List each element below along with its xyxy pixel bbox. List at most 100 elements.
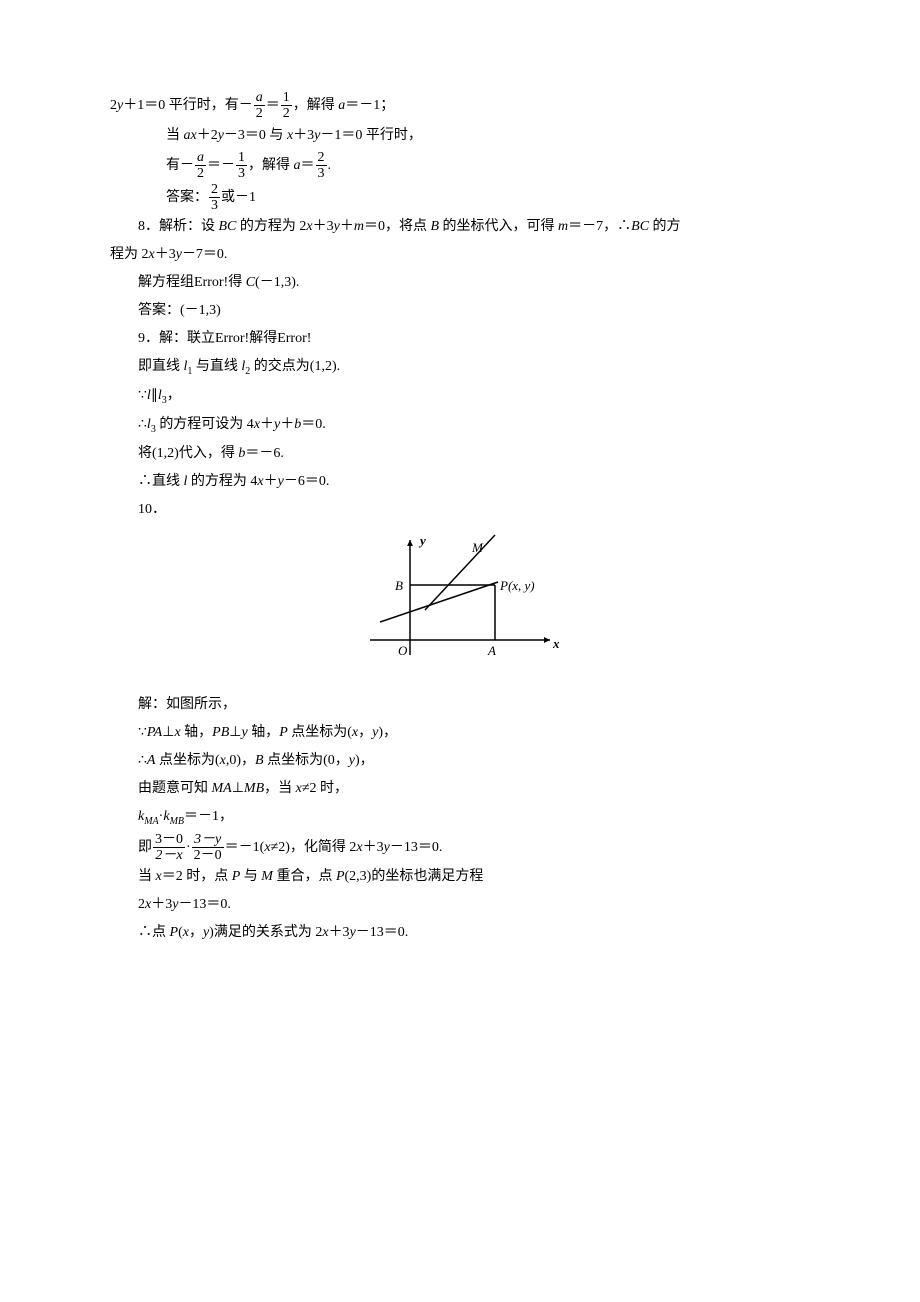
- text: ⊥: [162, 725, 174, 740]
- paragraph-line: 由题意可知 MA⊥MB，当 x≠2 时，: [110, 775, 810, 803]
- text: ∴: [138, 417, 147, 432]
- text: 与: [240, 869, 261, 884]
- text: ＝－1，: [184, 809, 233, 824]
- svg-text:A: A: [487, 643, 496, 658]
- paragraph-line: ∴直线 l 的方程为 4x＋y－6＝0.: [110, 468, 810, 496]
- text: 的方程可设为 4: [156, 417, 254, 432]
- text: ＝: [266, 98, 280, 113]
- text: ＝－1(: [225, 840, 265, 855]
- item-8: 8．解析：设 BC 的方程为 2x＋3y＋m＝0，将点 B 的坐标代入，可得 m…: [110, 213, 810, 241]
- paragraph-line: ∴点 P(x，y)满足的关系式为 2x＋3y－13＝0.: [110, 919, 810, 947]
- text: ∴直线: [138, 474, 184, 489]
- text: ＝－1；: [345, 98, 394, 113]
- var-ma: MA: [212, 781, 232, 796]
- text: 程为 2: [110, 247, 149, 262]
- text: ＝0，将点: [364, 219, 431, 234]
- text: ＋1＝0 平行时，有－: [123, 98, 253, 113]
- svg-text:y: y: [418, 533, 426, 548]
- text: －7＝0.: [182, 247, 228, 262]
- answer-line: 答案：(－1,3): [110, 297, 810, 325]
- text: 10．: [138, 502, 166, 517]
- text: ，: [358, 725, 372, 740]
- paragraph-line: 2y＋1＝0 平行时，有－a2＝12，解得 a＝－1；: [110, 90, 810, 122]
- text: ＝2 时，点: [162, 869, 232, 884]
- text: ≠2 时，: [302, 781, 348, 796]
- var-b-point: B: [430, 219, 439, 234]
- text: 由题意可知: [138, 781, 212, 796]
- var-bc: BC: [631, 219, 649, 234]
- text: 即直线: [138, 359, 184, 374]
- text: ＋: [280, 417, 294, 432]
- paragraph-line: 当 x＝2 时，点 P 与 M 重合，点 P(2,3)的坐标也满足方程: [110, 863, 810, 891]
- fraction: 3－02－x: [153, 832, 185, 864]
- text: －1＝0 平行时，: [320, 128, 422, 143]
- text: －6＝0.: [284, 474, 330, 489]
- text: ＋3: [363, 840, 384, 855]
- text: 即: [138, 840, 152, 855]
- paragraph-line: 将(1,2)代入，得 b＝－6.: [110, 440, 810, 468]
- subscript: MB: [170, 816, 184, 827]
- text: 2: [110, 98, 117, 113]
- var-m: m: [558, 219, 568, 234]
- fraction: a2: [195, 150, 206, 182]
- text: －3＝0 与: [224, 128, 287, 143]
- text: ＋3: [293, 128, 314, 143]
- var-bc: BC: [219, 219, 237, 234]
- text: 的交点为(1,2).: [250, 359, 340, 374]
- text: ＋3: [313, 219, 334, 234]
- text: ＋: [264, 474, 278, 489]
- text: 轴，: [248, 725, 280, 740]
- text: ＋: [260, 417, 274, 432]
- text: 点坐标为(: [155, 753, 219, 768]
- text: ＝－6.: [245, 446, 284, 461]
- text: ≠2)，化简得 2: [271, 840, 357, 855]
- text: 答案：(－1,3): [138, 303, 221, 318]
- text: 轴，: [181, 725, 213, 740]
- var-m: m: [354, 219, 364, 234]
- var-p: P: [232, 869, 241, 884]
- fraction: 12: [281, 90, 292, 122]
- text: ，解得: [248, 158, 294, 173]
- svg-text:O: O: [398, 643, 408, 658]
- text: ，解得: [293, 98, 339, 113]
- var-b-point: B: [255, 753, 264, 768]
- text: ⊥: [232, 781, 244, 796]
- svg-text:B: B: [395, 578, 403, 593]
- var-a: a: [294, 158, 301, 173]
- text: ＋3: [151, 897, 172, 912]
- var-m-point: M: [261, 869, 273, 884]
- fraction: 3－y2－0: [192, 832, 224, 864]
- text: ⊥: [229, 725, 241, 740]
- coordinate-figure: yxOABMP(x, y): [360, 530, 560, 670]
- svg-text:P(x, y): P(x, y): [499, 578, 535, 593]
- text: )满足的关系式为 2: [209, 925, 322, 940]
- text: 有－: [166, 158, 194, 173]
- text: ＋3: [155, 247, 176, 262]
- page: 2y＋1＝0 平行时，有－a2＝12，解得 a＝－1； 当 ax＋2y－3＝0 …: [0, 0, 920, 1302]
- text: ＝: [301, 158, 315, 173]
- text: 解方程组Error!得: [138, 275, 246, 290]
- var-pb: PB: [212, 725, 229, 740]
- item-9: 9．解：联立Error!解得Error!: [110, 325, 810, 353]
- text: ，: [189, 925, 203, 940]
- var-pa: PA: [147, 725, 162, 740]
- text: ∵: [138, 388, 147, 403]
- text: (2,3)的坐标也满足方程: [345, 869, 484, 884]
- fraction: a2: [254, 90, 265, 122]
- paragraph-line: ∵l∥l3，: [110, 382, 810, 411]
- svg-text:x: x: [552, 636, 560, 651]
- text: ∴点: [138, 925, 170, 940]
- var-p: P: [279, 725, 288, 740]
- text: ＝－7，∴: [568, 219, 631, 234]
- text: －13＝0.: [356, 925, 409, 940]
- text: 2: [138, 897, 145, 912]
- text: 的方程为 2: [236, 219, 306, 234]
- paragraph-line: 有－a2＝－13，解得 a＝23.: [110, 150, 810, 182]
- paragraph-line: 2x＋3y－13＝0.: [110, 891, 810, 919]
- text: 或－1: [221, 190, 256, 205]
- figure-wrap: yxOABMP(x, y): [110, 530, 810, 681]
- text: (－1,3).: [255, 275, 299, 290]
- text: 的坐标代入，可得: [439, 219, 558, 234]
- var-c: C: [246, 275, 255, 290]
- text: ·: [186, 840, 191, 855]
